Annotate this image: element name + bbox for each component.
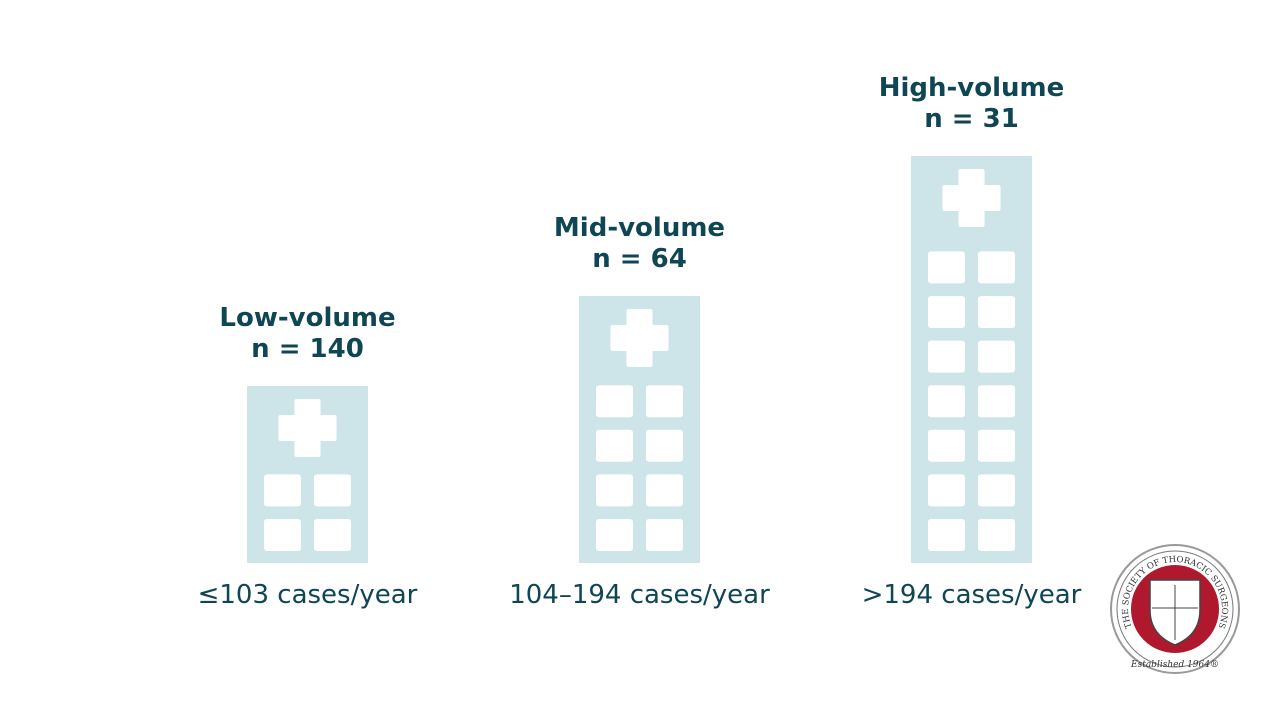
group-range: >194 cases/year <box>862 580 1082 610</box>
window <box>596 519 633 551</box>
window <box>646 385 683 418</box>
cross <box>610 309 669 367</box>
logo: THE SOCIETY OF THORACIC SURGEONS Establi… <box>1110 544 1240 674</box>
window <box>646 429 683 462</box>
building <box>579 296 700 563</box>
group-count: n = 64 <box>592 244 687 274</box>
logo-established: Established 1964® <box>1130 660 1219 670</box>
window <box>978 429 1015 462</box>
group-range: 104–194 cases/year <box>509 580 770 610</box>
group-label: High-volume <box>879 73 1065 103</box>
window <box>928 251 965 284</box>
window <box>928 296 965 328</box>
window <box>596 385 633 418</box>
building <box>911 156 1032 563</box>
window <box>264 474 301 507</box>
window <box>314 474 351 507</box>
window <box>928 385 965 418</box>
cross <box>942 169 1001 227</box>
window <box>928 474 965 507</box>
window <box>978 474 1015 507</box>
group-range: ≤103 cases/year <box>198 580 418 610</box>
window <box>646 519 683 551</box>
group-label: Mid-volume <box>554 213 725 243</box>
group-count: n = 140 <box>251 334 364 364</box>
cross <box>278 399 337 457</box>
window <box>928 519 965 551</box>
window <box>596 474 633 507</box>
window <box>314 519 351 551</box>
window <box>264 519 301 551</box>
group-label: Low-volume <box>219 303 395 333</box>
window <box>978 296 1015 328</box>
building <box>247 386 368 563</box>
window <box>646 474 683 507</box>
window <box>596 429 633 462</box>
window <box>978 251 1015 284</box>
window <box>978 385 1015 418</box>
window <box>928 429 965 462</box>
window <box>978 340 1015 373</box>
group-count: n = 31 <box>924 104 1019 134</box>
window <box>928 340 965 373</box>
window <box>978 519 1015 551</box>
